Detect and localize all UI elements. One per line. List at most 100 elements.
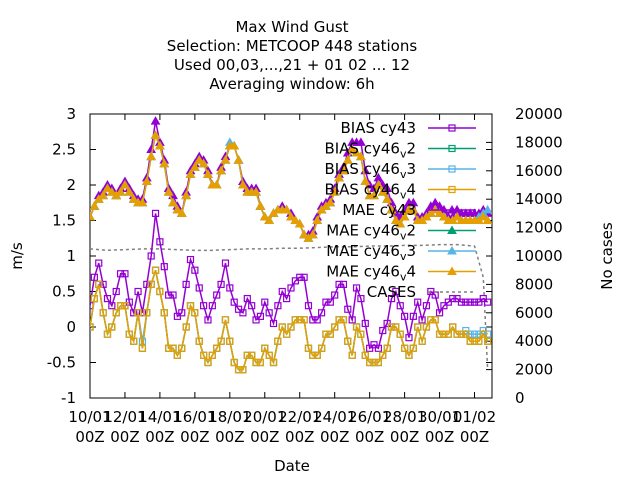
bias_cy46v4-point [304, 344, 313, 352]
cases-line [90, 243, 489, 370]
y2-axis-label: No cases [598, 222, 616, 290]
bias_cy46v4-point [248, 351, 256, 359]
bias_cy46v4-point [449, 323, 457, 331]
bias_cy46v4-point [95, 280, 103, 288]
legend-label: BIAS cy46v3 [324, 160, 416, 181]
title-line-2: Selection: METCOOP 448 stations [167, 37, 418, 55]
bias_cy46v4-point [173, 351, 181, 359]
y-tick-label: 0.5 [52, 283, 76, 301]
x-tick-label-time: 00Z [215, 428, 244, 446]
mae_cy46v4-point [434, 208, 445, 217]
bias_cy43-point [435, 309, 444, 317]
bias_cy43-point [313, 316, 321, 324]
bias_cy46v4-point [387, 323, 396, 331]
mae_cy46v4-point [198, 158, 209, 168]
legend-swatch-marker [447, 204, 457, 214]
bias_cy46v4-point [200, 351, 208, 359]
mae_cy46v4-point [325, 197, 336, 207]
bias_cy43-point [200, 302, 208, 310]
y-axis-label: m/s [8, 242, 26, 270]
bias_cy43-point [243, 295, 251, 303]
x-tick-label-date: 22/01 [278, 408, 321, 426]
mae_cy46v4-point [264, 215, 275, 224]
bias_cy43-point [309, 316, 317, 324]
bias_cy43-point [392, 287, 400, 296]
y-tick-label: 0 [66, 318, 76, 336]
bias_cy43-point [169, 291, 177, 299]
y2-tick-label: 8000 [515, 275, 553, 293]
bias_cy43-point [230, 298, 238, 306]
bias_cy43-point [339, 280, 348, 288]
mae_cy46v4-point [185, 169, 196, 178]
bias_cy46v4-point [191, 309, 199, 317]
bias_cy46v4-point [274, 337, 282, 345]
x-tick-label-time: 00Z [285, 428, 314, 446]
bias_cy43-point [387, 295, 396, 303]
bias_cy46v4-point [335, 316, 343, 324]
bias_cy46v4-point [256, 358, 265, 367]
mae_cy46v4-point [286, 211, 296, 221]
bias_cy43-point [217, 280, 225, 288]
mae_cy46v4-point [377, 187, 388, 196]
mae_cy46v4-point [399, 211, 410, 221]
bias_cy46v4-point [370, 358, 378, 367]
bias_cy46v4-point [265, 351, 273, 359]
mae_cy46v4-point [360, 176, 371, 185]
bias_cy43-point [116, 270, 125, 278]
bias_cy43-point [191, 266, 199, 274]
mae_cy46v4-point [369, 190, 379, 200]
bias_cy46v4-point [116, 302, 125, 310]
bias_cy43-point [269, 319, 278, 328]
bias_cy46v4-point [401, 344, 409, 352]
x-tick-label-date: 10/01 [68, 408, 111, 426]
y2-tick-label: 6000 [515, 304, 553, 322]
bias_cy46v4-point [466, 337, 474, 345]
bias_cy46v4-point [435, 330, 444, 338]
bias_cy46v4-point [357, 330, 365, 338]
chart-title: Max Wind Gust Selection: METCOOP 448 sta… [167, 18, 418, 93]
bias_cy46v4-point [230, 358, 238, 367]
x-tick-label-time: 00Z [110, 428, 139, 446]
bias_cy46v4-point [151, 266, 160, 274]
legend-swatch-marker [448, 124, 456, 132]
bias_cy43-point [221, 259, 230, 267]
bias_cy46v4-point [479, 330, 487, 338]
bias_cy43-point [361, 319, 369, 328]
bias_cy46v4-point [366, 358, 374, 367]
bias_cy43-point [357, 295, 365, 303]
mae_cy46v4-point [163, 187, 174, 196]
mae_cy46v4-point [194, 155, 205, 164]
bias_cy43-point [348, 316, 356, 324]
bias_cy43-point [283, 295, 291, 303]
bias_cy46v4-point [169, 344, 177, 352]
mae_cy46v4-point [220, 155, 231, 164]
legend-label: BIAS cy46v4 [324, 181, 416, 202]
mae_cy43-point [150, 116, 161, 125]
bias_cy43-point [484, 298, 492, 306]
bias_cy43-point [374, 344, 382, 352]
y-tick-label: 2.5 [52, 141, 76, 159]
x-tick-label-time: 00Z [425, 428, 454, 446]
bias_cy43-point [121, 270, 129, 278]
mae_cy46v4-point [190, 162, 200, 171]
mae_cy46v4-point [334, 172, 344, 182]
mae_cy46v4-point [90, 211, 95, 221]
mae_cy46v3-point [482, 204, 492, 214]
bias_cy43-point [457, 298, 466, 306]
bias_cy43-point [401, 312, 409, 320]
mae_cy46v4-point [233, 155, 244, 164]
bias_cy43-point [204, 316, 212, 324]
bias_cy43-point [300, 273, 308, 281]
x-tick-label-date: 01/02 [453, 408, 496, 426]
mae_cy46v4-point [386, 204, 397, 214]
bias_cy46v4-point [405, 351, 413, 359]
plot-area [90, 116, 492, 374]
mae_cy46v4-point [229, 140, 240, 150]
bias_cy43-point [335, 280, 343, 288]
bias_cy43-point [108, 302, 116, 310]
series-mae_cy46v4 [90, 130, 492, 242]
bias_cy46v4-point [138, 344, 147, 352]
mae_cy46v4-point [90, 201, 100, 210]
bias_cy46v4-point [418, 337, 426, 345]
